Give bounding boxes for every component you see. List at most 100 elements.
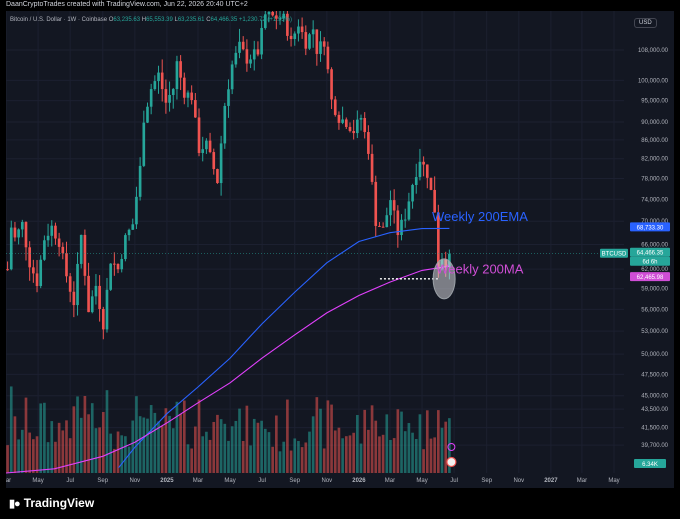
candle-body bbox=[344, 119, 348, 127]
currency-button[interactable]: USD bbox=[634, 18, 657, 28]
price-tick-label: 53,000.00 bbox=[641, 329, 668, 335]
candle-body bbox=[182, 77, 186, 98]
price-tick-label: 43,500.00 bbox=[641, 407, 668, 413]
candle-body bbox=[300, 26, 304, 33]
candle-body bbox=[65, 253, 68, 277]
price-tick-label: 41,500.00 bbox=[641, 426, 668, 432]
candle-body bbox=[131, 224, 135, 230]
candle-body bbox=[330, 69, 333, 100]
flag-icon bbox=[446, 456, 457, 468]
candle-body bbox=[278, 18, 282, 20]
volume-bar bbox=[319, 408, 322, 473]
price-tick-label: 70,000.00 bbox=[641, 219, 668, 225]
volume-bar bbox=[76, 396, 79, 473]
volume-bar bbox=[79, 417, 83, 473]
candle-body bbox=[403, 219, 407, 221]
volume-bar bbox=[352, 432, 355, 473]
candle-body bbox=[230, 64, 234, 90]
candle-body bbox=[425, 164, 429, 178]
candle-body bbox=[227, 89, 230, 106]
x-tick-label: May bbox=[608, 478, 619, 484]
candle-body bbox=[396, 210, 400, 236]
change-value: +1,230.72 (+1.95%) bbox=[238, 17, 292, 23]
volume-bar bbox=[322, 448, 326, 473]
volume-bar bbox=[370, 405, 374, 473]
x-tick-label: Mar bbox=[6, 478, 11, 484]
symbol-price-label: BTCUSD bbox=[602, 252, 627, 258]
candle-body bbox=[212, 152, 216, 170]
candle-body bbox=[87, 275, 90, 313]
volume-bar bbox=[120, 435, 124, 473]
volume-bar bbox=[374, 420, 378, 473]
candle-body bbox=[389, 200, 392, 216]
candle-body bbox=[297, 26, 300, 34]
price-chart[interactable]: Weekly 200EMA Weekly 200MA Mar May Jul Sep Nov… bbox=[6, 11, 674, 488]
x-tick-label: Jul bbox=[258, 478, 266, 484]
volume-bar bbox=[333, 430, 337, 473]
volume-bar bbox=[230, 426, 234, 473]
candle-body bbox=[407, 201, 411, 220]
candle-body bbox=[341, 119, 344, 123]
low-label: L bbox=[174, 17, 178, 23]
volume-bar bbox=[98, 427, 101, 473]
candle-body bbox=[308, 34, 311, 49]
price-tick-label: 100,000.00 bbox=[638, 78, 669, 84]
volume-bar bbox=[256, 422, 260, 473]
volume-bar bbox=[308, 431, 311, 473]
candle-body bbox=[370, 153, 374, 182]
candle-body bbox=[142, 122, 146, 166]
x-tick-label: Nov bbox=[130, 478, 141, 484]
volume-bar bbox=[381, 434, 385, 473]
volume-bar bbox=[197, 399, 201, 473]
high-label: H bbox=[141, 17, 147, 23]
candle-body bbox=[105, 289, 109, 330]
chart-panel[interactable]: Weekly 200EMA Weekly 200MA Mar May Jul Sep Nov… bbox=[6, 11, 674, 488]
candle-body bbox=[411, 184, 414, 202]
volume-bar bbox=[385, 414, 389, 473]
price-tick-label: 59,000.00 bbox=[641, 287, 668, 293]
volume-bar bbox=[13, 416, 17, 473]
candle-body bbox=[39, 259, 43, 287]
candle-body bbox=[282, 13, 286, 19]
candle-body bbox=[175, 61, 179, 90]
candle-body bbox=[17, 229, 20, 238]
alert-icon bbox=[447, 443, 456, 451]
candle-body bbox=[135, 196, 138, 225]
candle-body bbox=[381, 226, 385, 228]
volume-bar bbox=[171, 428, 175, 473]
candle-body bbox=[127, 229, 131, 236]
candle-body bbox=[32, 267, 35, 274]
ma-price-label: 62,465.98 bbox=[637, 275, 664, 281]
candle-body bbox=[223, 105, 227, 144]
volume-bar bbox=[94, 428, 98, 473]
volume-bar bbox=[127, 446, 131, 473]
candle-body bbox=[61, 246, 65, 254]
volume-bar bbox=[142, 417, 146, 473]
volume-bar bbox=[425, 410, 429, 473]
volume-bar bbox=[359, 443, 363, 473]
volume-bar bbox=[39, 403, 43, 473]
price-tick-label: 82,000.00 bbox=[641, 157, 668, 163]
volume-bar bbox=[83, 395, 87, 473]
candle-body bbox=[201, 149, 205, 153]
volume-bar bbox=[356, 415, 359, 473]
tradingview-logo-text: TradingView bbox=[23, 496, 95, 510]
volume-bar bbox=[263, 428, 267, 473]
candle-body bbox=[337, 114, 341, 123]
candle-body bbox=[76, 263, 79, 306]
close-label: C bbox=[206, 17, 211, 23]
volume-bar bbox=[400, 411, 403, 473]
volume-bar bbox=[157, 421, 160, 473]
candle-body bbox=[98, 285, 101, 310]
candle-body bbox=[385, 215, 389, 228]
candle-body bbox=[422, 161, 425, 165]
volume-bar bbox=[28, 432, 31, 473]
candle-body bbox=[20, 222, 24, 230]
volume-bar bbox=[367, 429, 370, 473]
volume-bar bbox=[57, 422, 61, 473]
ma-annotation: Weekly 200MA bbox=[436, 262, 524, 277]
high-value: 65,553.39 bbox=[146, 17, 173, 23]
ema200-line bbox=[118, 227, 450, 469]
price-tick-label: 62,000.00 bbox=[641, 267, 668, 273]
candle-body bbox=[263, 14, 267, 28]
